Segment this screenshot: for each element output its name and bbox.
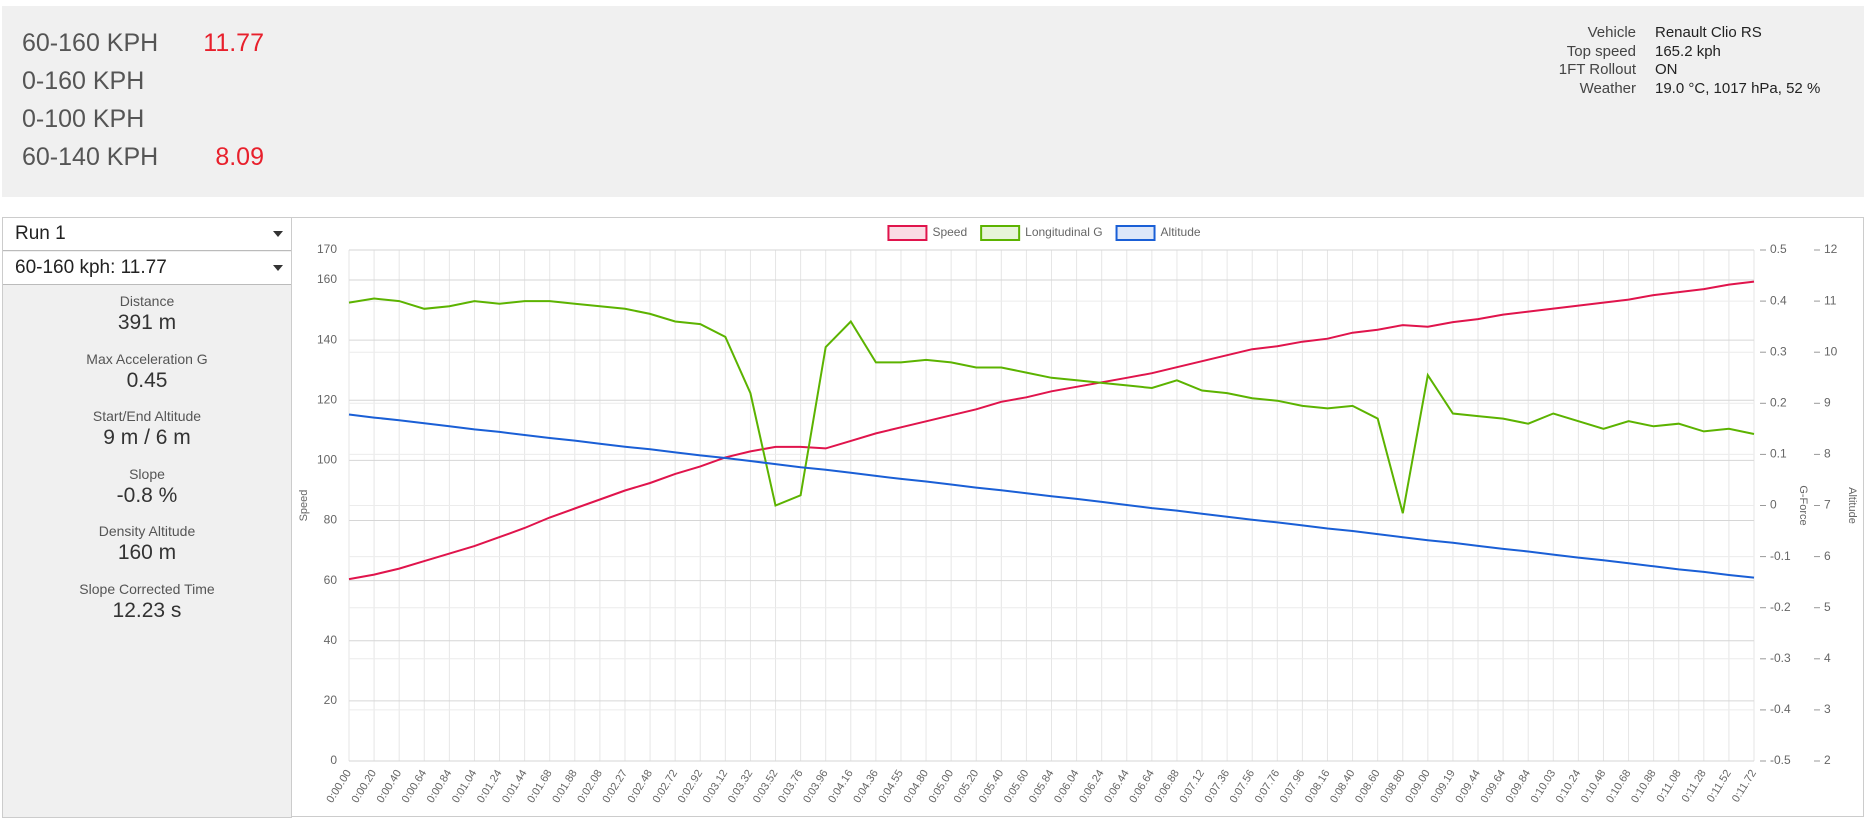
sidebar: Run 1 60-160 kph: 11.77 Distance 391 m Max… [2,217,292,818]
y2-tick-label: 0.1 [1770,447,1787,461]
x-tick-label: 0:10.88 [1629,768,1659,805]
stat-value: 391 m [117,311,177,334]
info-label: Weather [1579,79,1636,97]
chart: 0:00.000:00.200:00.400:00.640:00.840:01.… [291,217,1864,817]
legend-label: Speed [932,225,967,239]
y2-tick-label: 0.4 [1770,293,1787,307]
y2-tick-label: 0.5 [1770,242,1787,256]
segment-select[interactable]: 60-160 kph: 11.77 [3,252,291,285]
segment-select-text: 60-160 kph: 11.77 [15,257,167,278]
y2-tick-label: -0.3 [1770,651,1791,665]
stat-value: -0.8 % [116,483,178,507]
dropdown-arrow [273,231,283,237]
y-tick-label: 140 [317,332,337,346]
metric-value: 11.77 [203,29,264,57]
y-tick-label: 120 [317,392,337,406]
legend-label: Altitude [1161,225,1201,239]
info-value: Renault Clio RS [1655,24,1762,41]
y-tick-label: 20 [324,693,338,707]
y3-tick-label: 10 [1824,344,1838,358]
info-value: 19.0 °C, 1017 hPa, 52 % [1655,79,1821,97]
stat-label: Max Acceleration G [86,350,208,367]
stat-label: Start/End Altitude [92,408,202,424]
legend-label: Longitudinal G [1025,225,1102,239]
stat-value: 9 m / 6 m [103,426,191,449]
y2-tick-label: -0.4 [1770,702,1791,716]
series-line [348,280,1755,581]
series-line [348,413,1755,579]
y3-tick-label: 8 [1824,447,1831,461]
y2-axis-title: G-Force [1797,485,1809,525]
y3-tick-label: 11 [1824,293,1837,307]
y-tick-label: 170 [317,242,337,256]
legend-swatch [887,225,928,241]
y2-tick-label: 0 [1770,498,1777,512]
info-label: 1FT Rollout [1558,61,1636,78]
y-tick-label: 40 [324,633,338,647]
y2-tick-label: -0.5 [1770,753,1791,767]
dropdown-arrow [273,265,283,271]
y2-tick-label: 0.3 [1770,344,1787,358]
stat-label: Density Altitude [98,523,196,539]
info-value: ON [1655,61,1678,78]
legend-swatch [1115,225,1156,241]
run-select-text: Run 1 [15,223,66,244]
metric-label: 60-160 KPH [22,29,159,57]
y3-tick-label: 5 [1824,600,1831,614]
stat-value: 0.45 [126,368,168,392]
stat-value: 160 m [117,541,177,564]
metric-label: 0-160 KPH [22,67,145,95]
stat-label: Slope [129,465,165,482]
metric-label: 0-100 KPH [22,105,145,133]
y3-tick-label: 12 [1824,242,1838,256]
info-label: Vehicle [1587,24,1636,41]
x-tick-label: 0:11.72 [1730,768,1759,805]
y-tick-label: 160 [317,272,337,286]
y3-tick-label: 9 [1824,395,1831,409]
info-label: Top speed [1566,42,1636,60]
y3-tick-label: 7 [1824,498,1831,512]
y2-tick-label: -0.1 [1770,549,1791,563]
metric-label: 60-140 KPH [22,143,159,171]
run-select[interactable]: Run 1 [3,218,291,251]
y-axis-title: Speed [298,490,310,522]
stat-label: Distance [119,293,175,309]
y2-tick-label: 0.2 [1770,395,1787,409]
y2-tick-label: -0.2 [1770,600,1791,614]
summary-panel: 60-160 KPH 11.77 0-160 KPH 0-100 KPH 60-140 … [2,6,1864,197]
y-tick-label: 0 [330,753,337,767]
y3-tick-label: 3 [1824,702,1831,716]
series-line [348,297,1755,514]
y-tick-label: 100 [317,453,337,467]
stat-value: 12.23 s [112,598,182,622]
info-value: 165.2 kph [1655,42,1721,60]
legend-swatch [980,225,1021,241]
y3-axis-title: Altitude [1846,487,1858,524]
y3-tick-label: 6 [1824,549,1831,563]
y3-tick-label: 4 [1824,651,1831,665]
metric-value: 8.09 [215,143,264,171]
y3-tick-label: 2 [1824,753,1831,767]
y-tick-label: 60 [324,573,338,587]
stat-label: Slope Corrected Time [79,580,215,597]
y-tick-label: 80 [324,513,338,527]
